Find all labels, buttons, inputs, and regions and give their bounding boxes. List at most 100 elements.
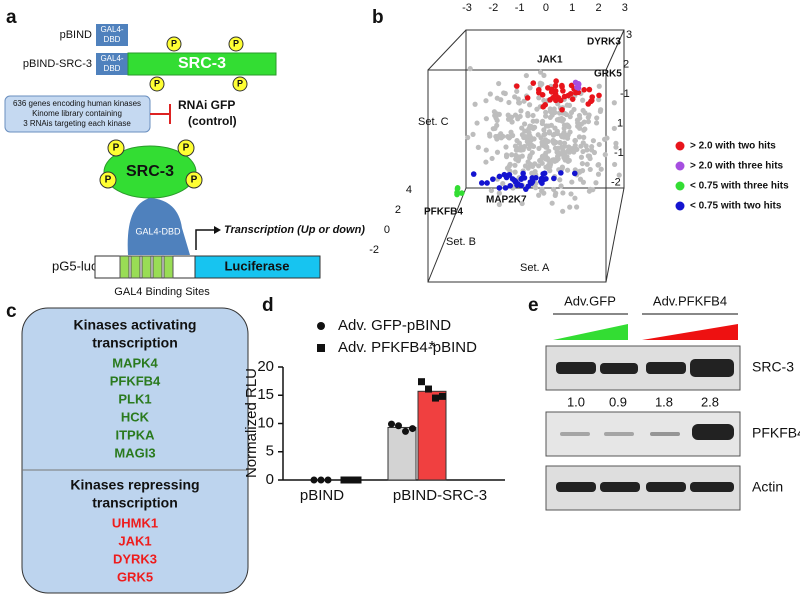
cloud-point xyxy=(496,111,502,117)
data-point xyxy=(418,378,425,386)
gene-label: GRK5 xyxy=(594,69,622,80)
band xyxy=(600,482,640,492)
cloud-point xyxy=(584,161,590,167)
cloud-point xyxy=(596,161,602,168)
cloud-point xyxy=(585,118,592,125)
band xyxy=(692,424,734,440)
library-text: Kinome library containing xyxy=(32,109,122,118)
data-point xyxy=(347,476,355,484)
tick-label: 1 xyxy=(617,117,623,129)
quant: 1.0 xyxy=(567,394,585,409)
data-point xyxy=(432,394,439,402)
site xyxy=(152,255,163,279)
band xyxy=(646,362,686,374)
site xyxy=(119,255,130,279)
cloud-point xyxy=(467,66,473,72)
quant: 0.9 xyxy=(609,394,627,409)
cloud-point xyxy=(519,132,526,138)
cloud-point xyxy=(506,99,512,106)
cloud-point xyxy=(572,195,578,201)
tick-label: 0 xyxy=(384,224,390,236)
cloud-point xyxy=(580,140,586,146)
cloud-point xyxy=(613,140,619,146)
cloud-point xyxy=(554,130,561,137)
gene-label: JAK1 xyxy=(537,55,563,66)
box-edge xyxy=(605,187,625,283)
cloud-point xyxy=(581,134,587,140)
hit-point xyxy=(552,82,559,89)
data-point xyxy=(388,420,395,428)
kinase-box xyxy=(21,307,249,594)
src3-bar xyxy=(127,52,277,76)
phospho-circle xyxy=(99,171,117,189)
cloud-point xyxy=(565,123,571,129)
cloud-point xyxy=(596,141,602,148)
hit-point xyxy=(514,83,520,89)
cloud-point xyxy=(565,148,571,154)
cloud-point xyxy=(596,97,602,103)
cloud-point xyxy=(547,114,553,121)
hit-point xyxy=(561,93,568,100)
cloud-point xyxy=(557,177,563,183)
heading: transcription xyxy=(92,495,178,511)
tick-label: 3 xyxy=(622,2,628,14)
cloud-point xyxy=(552,125,558,131)
cloud-point xyxy=(555,145,561,151)
cloud-point xyxy=(602,152,608,158)
band xyxy=(556,362,596,374)
cloud-point xyxy=(569,146,575,152)
hit-point xyxy=(586,86,593,93)
cloud-point xyxy=(611,125,617,132)
phospho-text: P xyxy=(105,175,112,186)
panel-label: e xyxy=(528,295,539,316)
tick-label: 2 xyxy=(623,58,629,70)
phospho-circle xyxy=(232,76,248,92)
tick-label: -1 xyxy=(620,88,630,100)
axis-label: Set. A xyxy=(520,262,550,274)
phospho-text: P xyxy=(171,38,177,48)
cloud-point xyxy=(539,186,545,192)
control-text: RNAi GFP xyxy=(178,98,235,112)
cloud-point xyxy=(496,201,502,208)
cloud-point xyxy=(580,97,586,103)
y-tick-label: 5 xyxy=(266,443,274,460)
library-text: 636 genes encoding human kinases xyxy=(13,99,141,108)
band xyxy=(600,363,638,374)
cloud-point xyxy=(512,169,518,175)
hit-point xyxy=(478,180,485,186)
cloud-point xyxy=(551,186,557,193)
phospho-circle xyxy=(149,76,165,92)
bands xyxy=(560,424,734,440)
cloud-point xyxy=(525,113,531,119)
cloud-point xyxy=(512,143,519,149)
box-edge xyxy=(427,29,467,71)
cloud-point xyxy=(572,137,578,144)
cloud-point xyxy=(582,110,588,116)
panel-a: pBIND GAL4- DBD pBIND-SRC-3 GAL4- DBD SR… xyxy=(4,24,365,298)
dbd-text: DBD xyxy=(104,64,121,73)
cloud-point xyxy=(568,191,574,197)
blot-label: Actin xyxy=(752,479,783,495)
phospho-group: P P P P xyxy=(149,36,248,92)
cloud-point xyxy=(508,129,514,135)
box-edge xyxy=(605,29,625,71)
cloud-point xyxy=(470,131,476,137)
band xyxy=(560,432,590,436)
cloud-point xyxy=(548,122,555,128)
cloud-point xyxy=(612,161,618,168)
binding-sites xyxy=(119,255,174,279)
cloud-point xyxy=(494,149,501,155)
cloud-point xyxy=(525,141,532,147)
heading: Kinases activating xyxy=(74,317,197,333)
cloud-point xyxy=(547,161,554,167)
cloud-point xyxy=(564,167,571,173)
cloud-point xyxy=(527,154,533,161)
cloud-point xyxy=(474,120,480,126)
cloud-point xyxy=(580,179,586,185)
data-point xyxy=(324,476,332,484)
hit-point xyxy=(542,102,549,108)
cloud-point xyxy=(530,112,536,119)
cloud-point xyxy=(505,112,511,118)
y-axis-label: Normalized RLU xyxy=(243,368,260,478)
dbd-text: DBD xyxy=(104,35,121,44)
